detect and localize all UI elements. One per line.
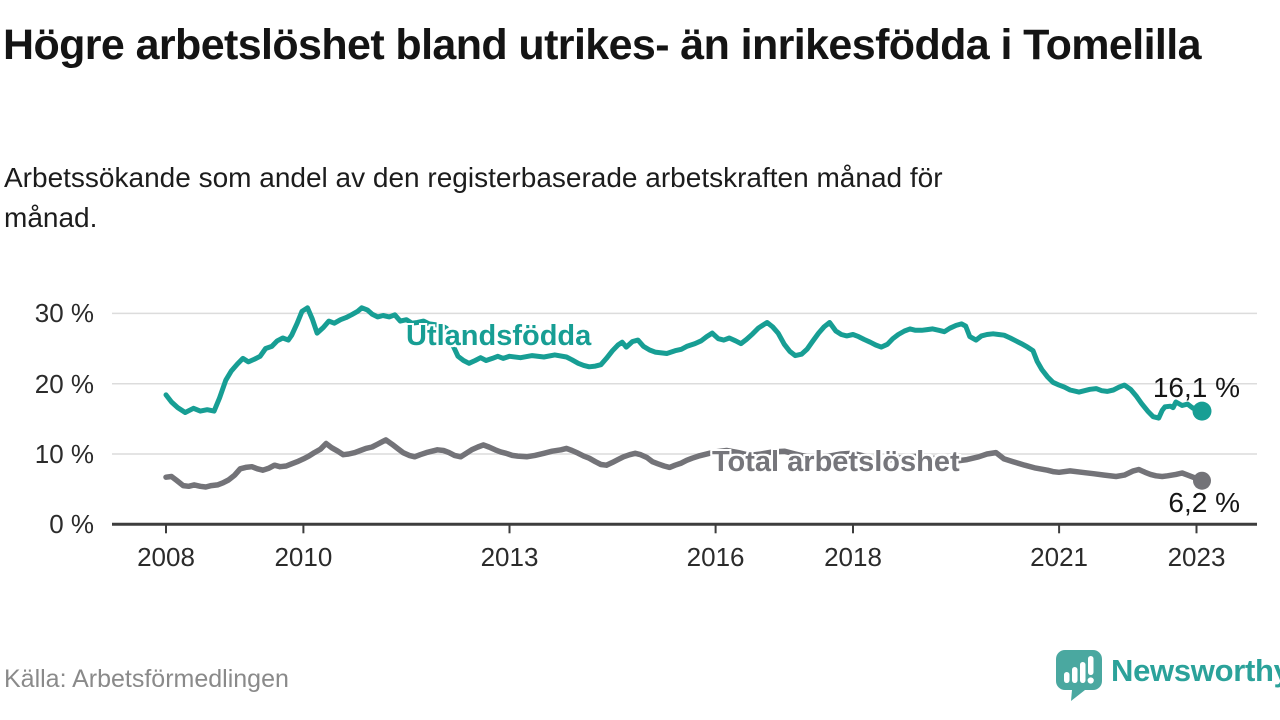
end-value-utlandsfodda: 16,1 % xyxy=(1152,372,1240,403)
x-tick-label-2010: 2010 xyxy=(274,542,333,572)
source-attribution: Källa: Arbetsförmedlingen xyxy=(4,665,289,693)
series-label-total-arbetsloshet: Total arbetslöshet xyxy=(712,446,960,478)
newsworthy-logo: Newsworthy xyxy=(1054,648,1280,702)
series-line-utlandsfodda xyxy=(163,305,1205,421)
y-tick-label-20: 20 % xyxy=(34,368,94,399)
y-tick-label-10: 10 % xyxy=(34,439,94,469)
x-tick-label-2016: 2016 xyxy=(686,542,745,572)
x-tick-label-2008: 2008 xyxy=(137,542,195,572)
newsworthy-wordmark: Newsworthy xyxy=(1111,653,1280,688)
y-tick-label-0: 0 % xyxy=(49,509,94,540)
series-end-dot-utlandsfodda xyxy=(1192,401,1212,421)
x-tick-label-2021: 2021 xyxy=(1030,542,1089,572)
end-value-total-arbetsloshet: 6,2 % xyxy=(1168,487,1240,518)
chart-title: Högre arbetslöshet bland utrikes- än inr… xyxy=(3,21,1202,69)
x-tick-label-2013: 2013 xyxy=(480,542,539,572)
newsworthy-bubble-chart-icon xyxy=(1056,650,1102,701)
y-tick-label-30: 30 % xyxy=(34,298,94,329)
x-tick-label-2018: 2018 xyxy=(824,542,882,572)
x-tick-label-2023: 2023 xyxy=(1167,542,1226,572)
chart-subtitle: Arbetssökande som andel av den registerb… xyxy=(4,162,943,233)
series-end-dot-total xyxy=(1192,471,1211,490)
series-line-total xyxy=(163,437,1205,490)
series-label-utlandsfodda: Utlandsfödda xyxy=(406,320,592,352)
